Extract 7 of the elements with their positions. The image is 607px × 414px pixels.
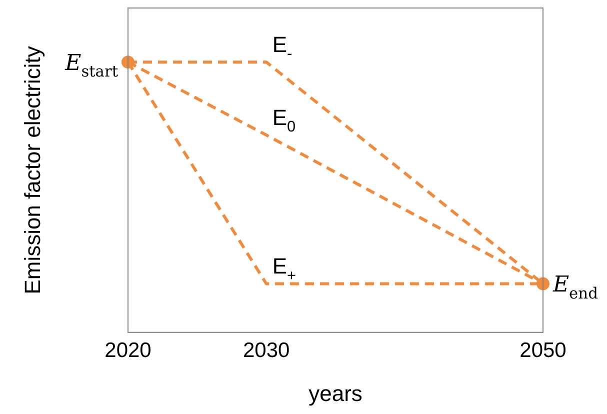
x-tick-label: 2050 [520,338,566,362]
series-label: E+ [272,254,296,284]
x-tick-label: 2020 [104,338,152,362]
x-axis-title: years [308,380,362,406]
x-tick-label: 2030 [242,338,290,362]
series-label: E- [272,32,292,63]
y-axis-title: Emission factor electricity [20,46,46,294]
